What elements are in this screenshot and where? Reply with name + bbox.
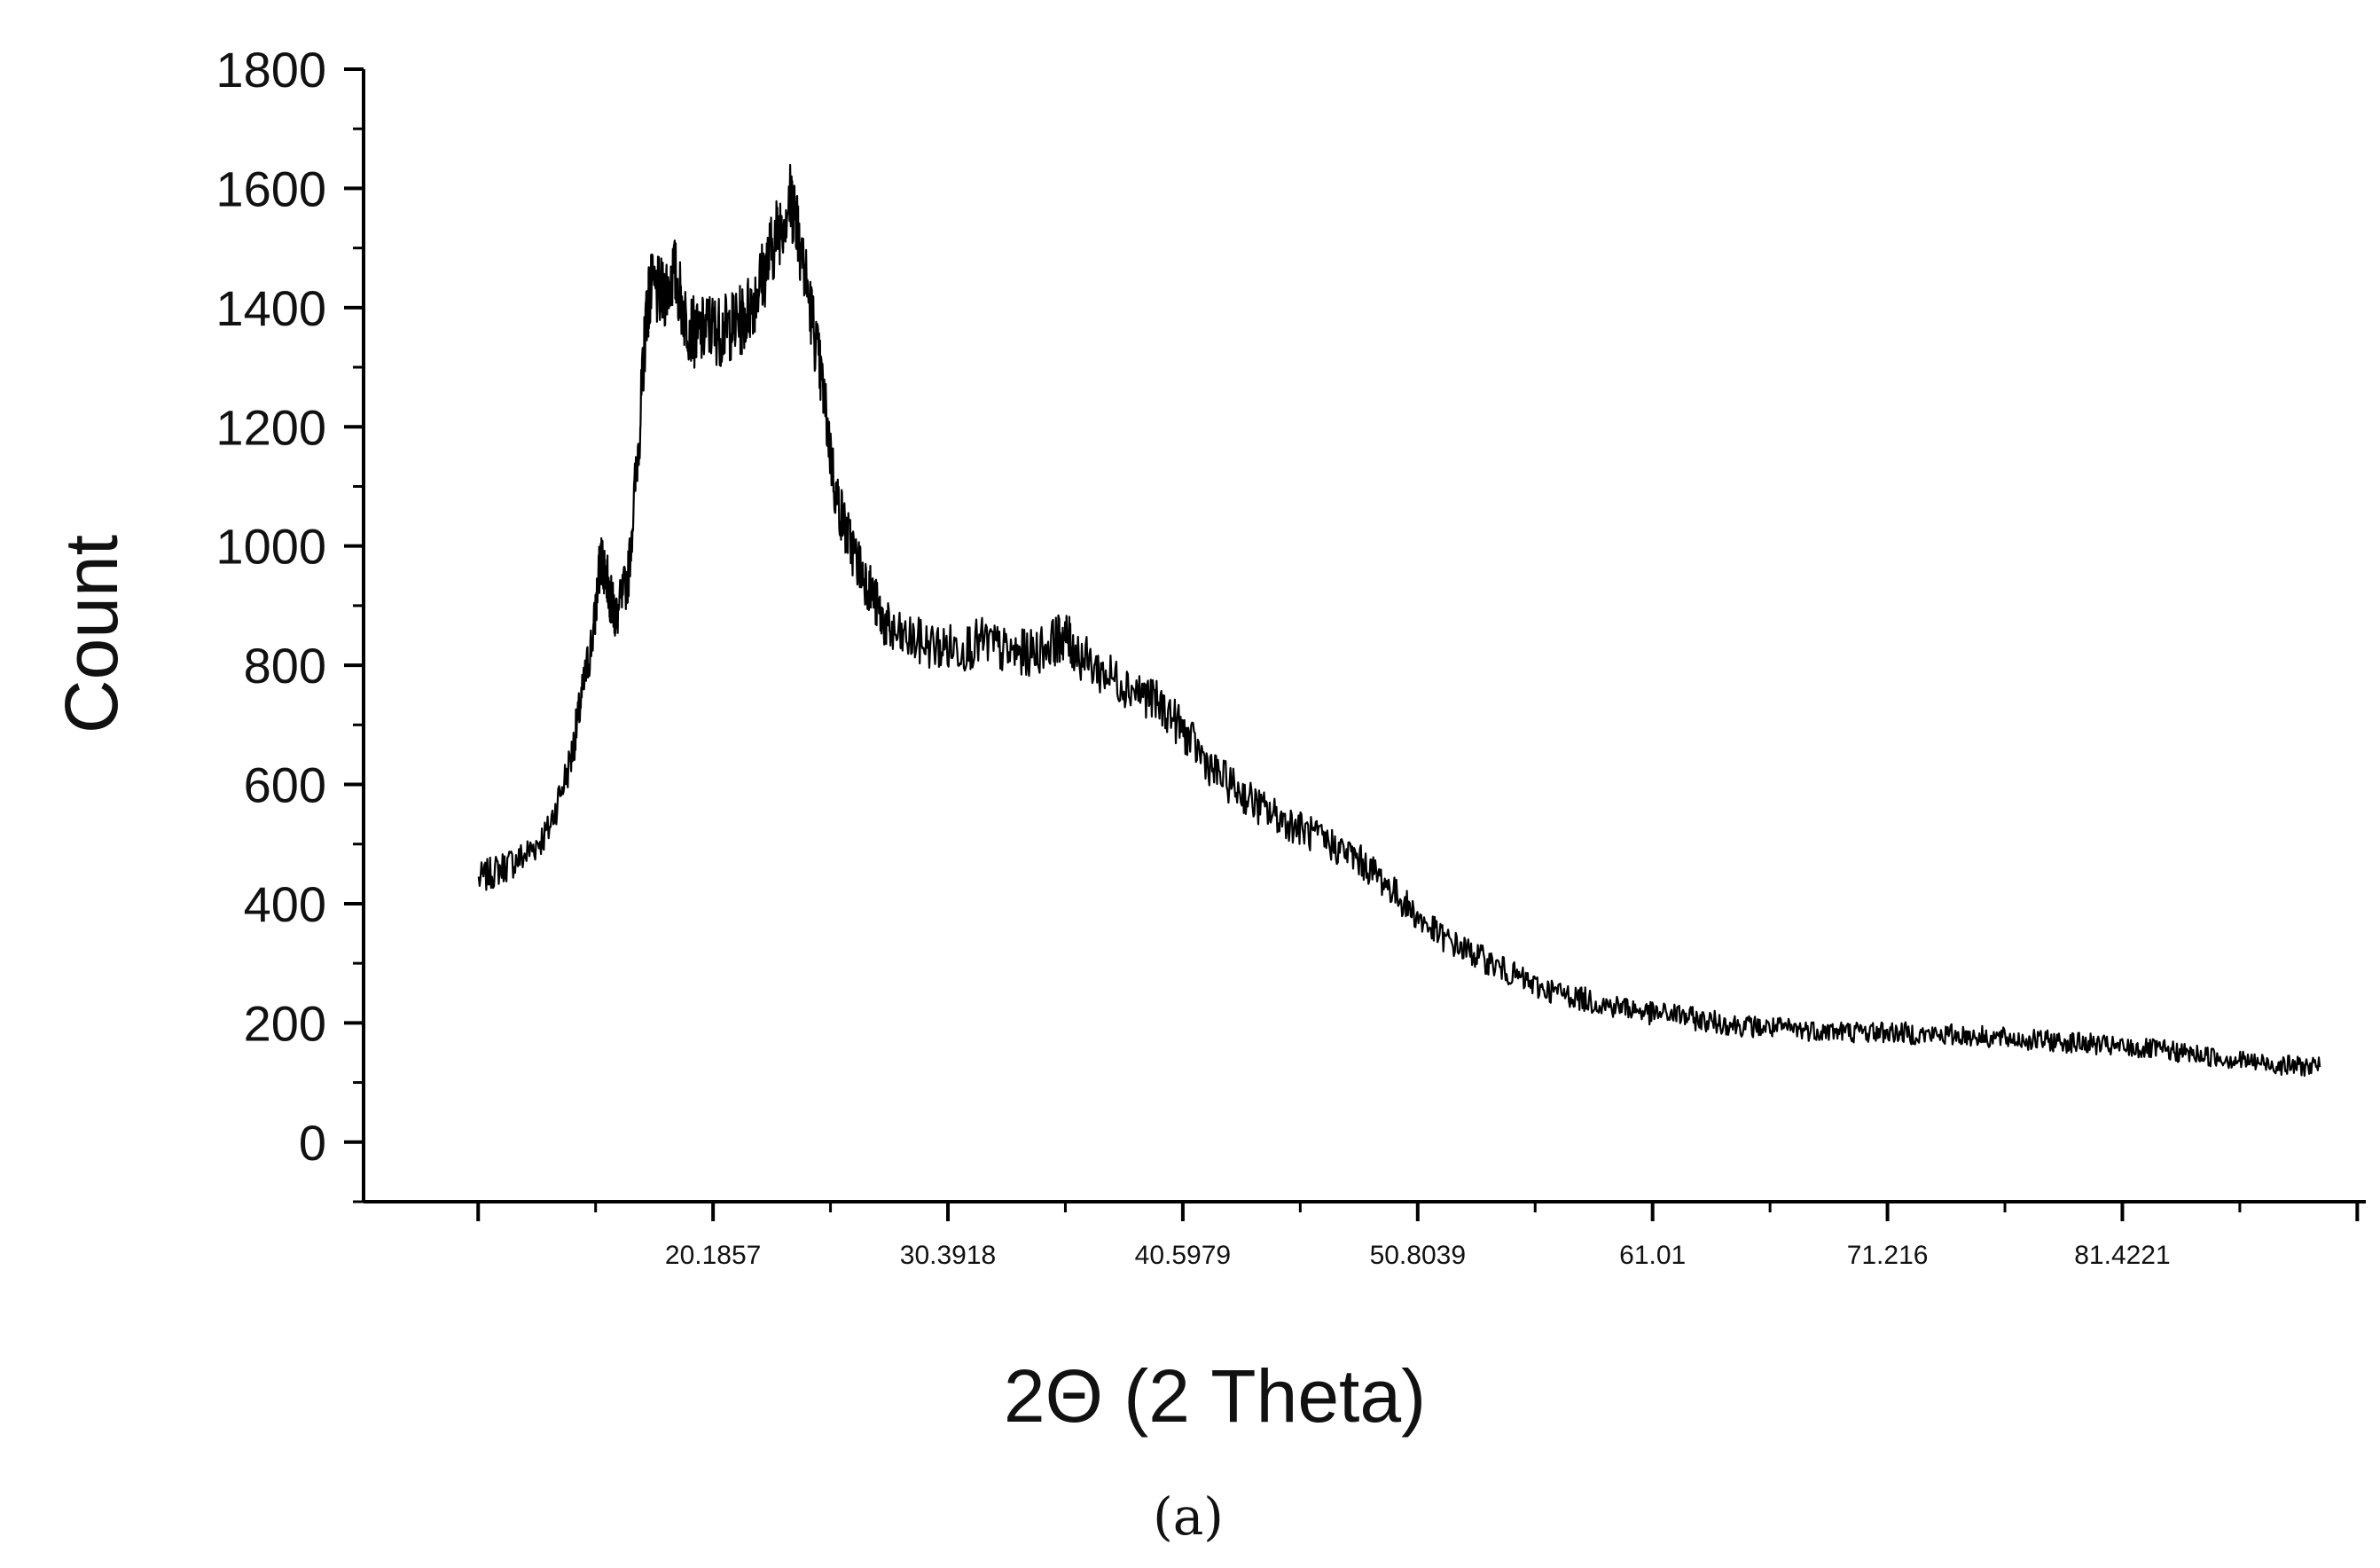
y-axis-label: Count (50, 535, 133, 733)
y-tick-label: 1800 (215, 42, 326, 98)
x-tick-label: 40.5979 (1135, 1241, 1231, 1270)
x-axis-label: 2Θ (2 Theta) (1004, 1354, 1426, 1438)
plot-area (477, 163, 2321, 1078)
y-tick-label: 1600 (215, 161, 326, 216)
x-tick-label: 81.4221 (2074, 1241, 2170, 1270)
axes: 0 200 400 600 800 1000 1200 1400 1600 1800 20.1857… (215, 42, 2366, 1270)
y-tick-label: 1400 (215, 280, 326, 336)
y-tick-label: 400 (244, 876, 326, 932)
x-tick-label: 30.3918 (900, 1241, 996, 1270)
y-tick-label: 600 (244, 757, 326, 813)
series-line (477, 163, 2321, 1078)
y-tick-label: 0 (299, 1115, 326, 1171)
y-tick-label: 1200 (215, 399, 326, 455)
y-tick-label: 800 (244, 638, 326, 694)
x-tick-label: 61.01 (1619, 1241, 1686, 1270)
x-tick-label: 71.216 (1847, 1241, 1929, 1270)
x-tick-label: 50.8039 (1370, 1241, 1466, 1270)
y-tick-label: 1000 (215, 519, 326, 575)
panel-label: (a) (1153, 1486, 1224, 1547)
x-tick-label: 20.1857 (665, 1241, 761, 1270)
y-tick-label: 200 (244, 995, 326, 1051)
